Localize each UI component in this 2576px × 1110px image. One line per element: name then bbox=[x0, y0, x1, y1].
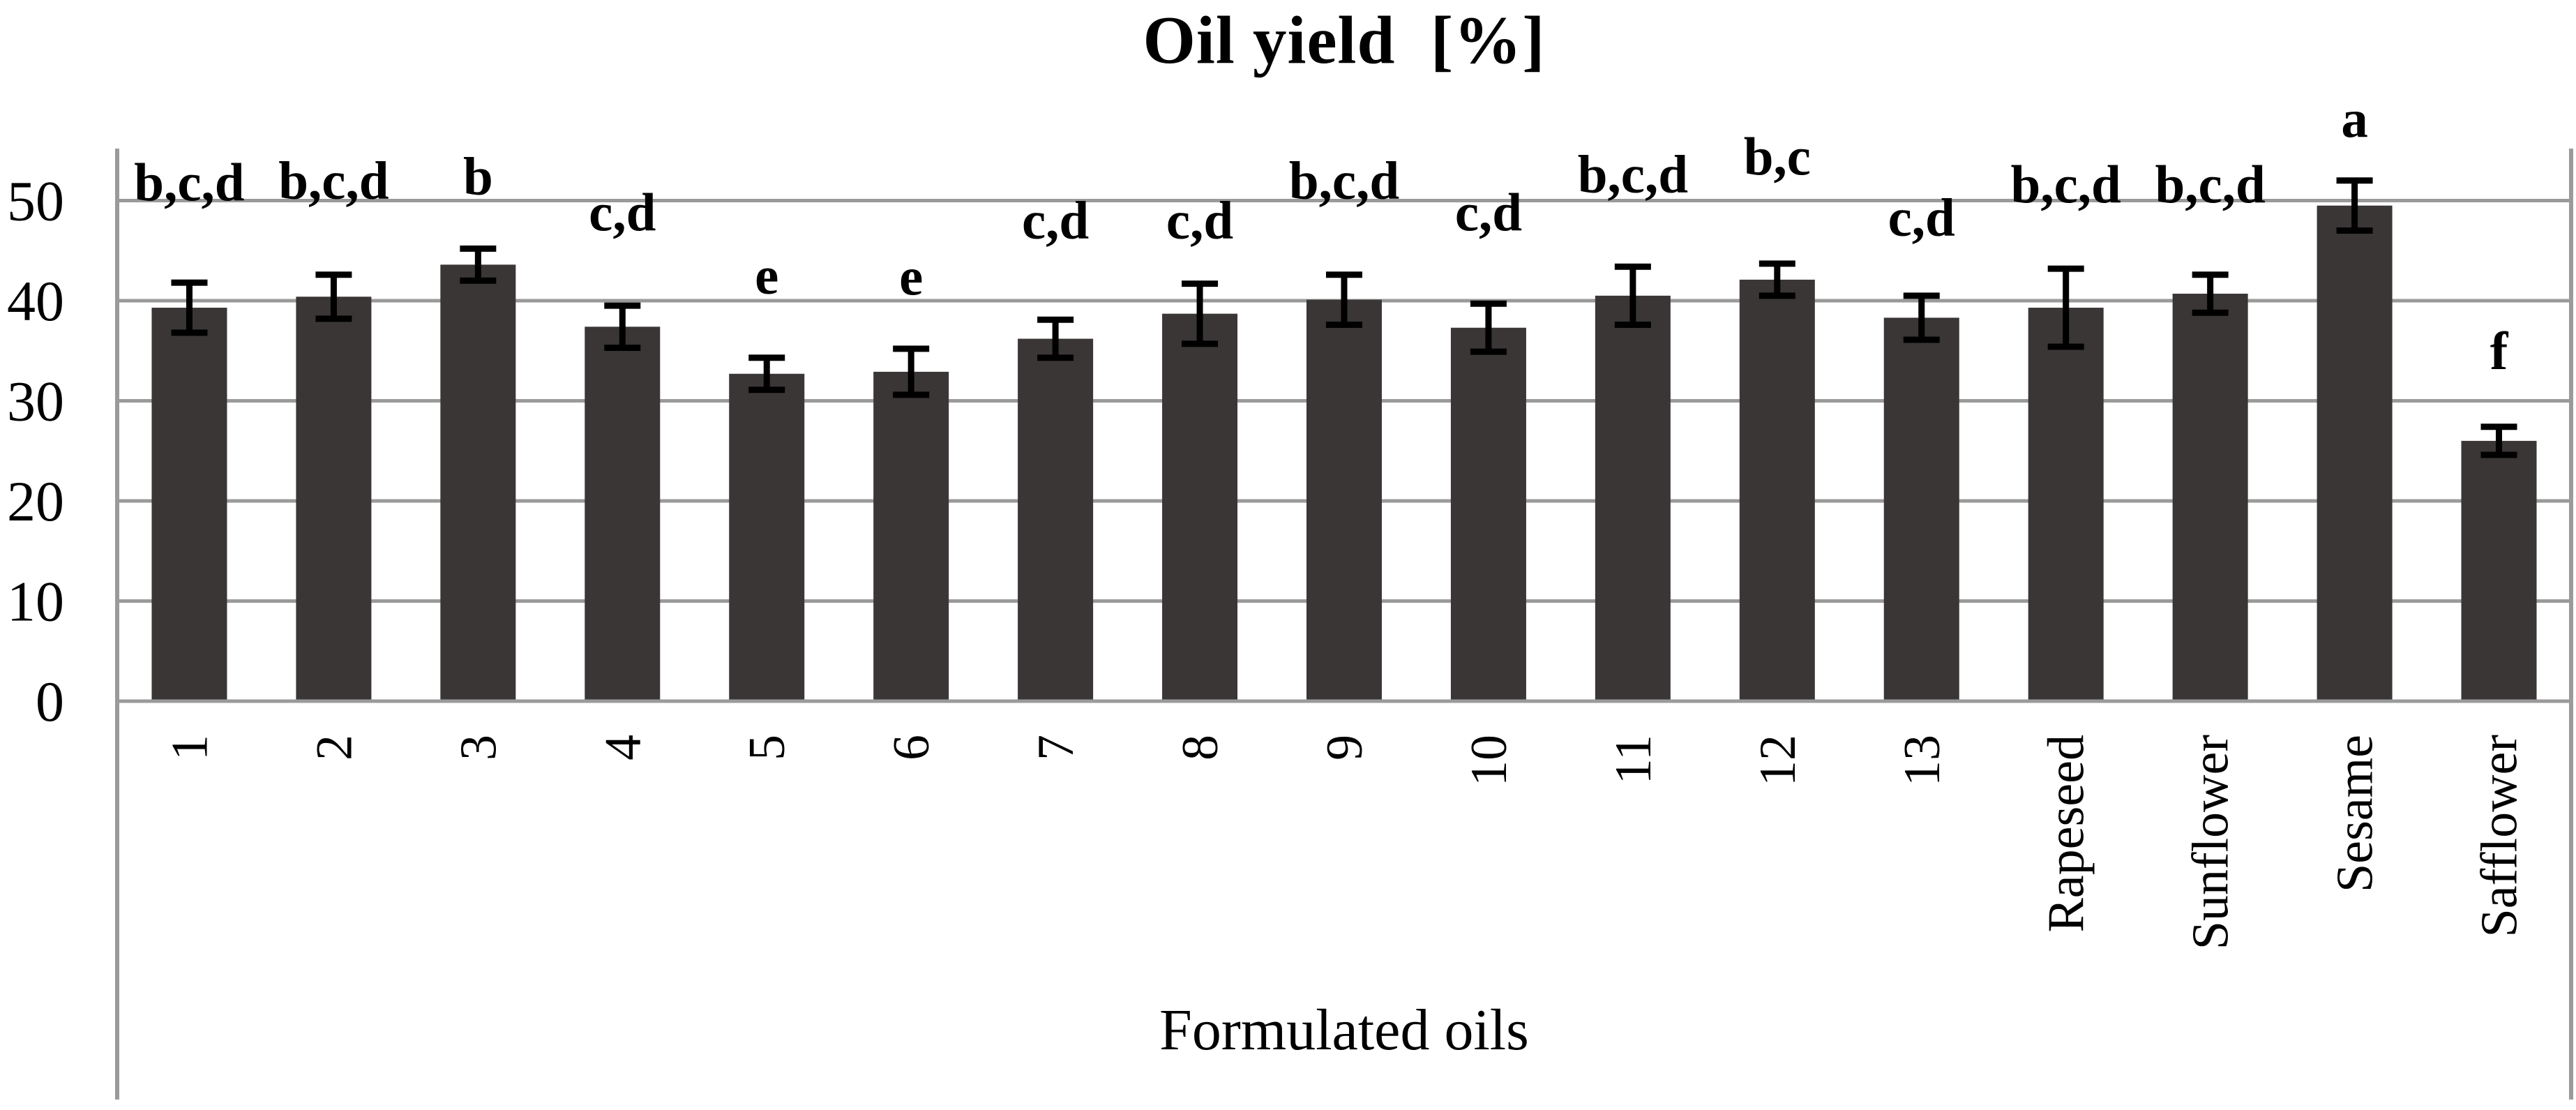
significance-label: c,d bbox=[1022, 190, 1089, 250]
significance-label: e bbox=[755, 246, 778, 306]
y-tick-label: 30 bbox=[7, 370, 64, 433]
significance-label: b,c,d bbox=[2011, 155, 2121, 215]
category-label: 4 bbox=[594, 735, 651, 760]
category-label: 10 bbox=[1461, 735, 1518, 786]
significance-label: b,c,d bbox=[2155, 155, 2265, 215]
bar bbox=[1595, 295, 1671, 701]
bar bbox=[2172, 293, 2248, 702]
bar bbox=[1018, 338, 1094, 701]
category-label: Sunflower bbox=[2183, 735, 2240, 950]
significance-label: b,c,d bbox=[278, 151, 389, 211]
bar bbox=[440, 264, 516, 702]
category-label: 12 bbox=[1749, 735, 1807, 786]
bar bbox=[151, 308, 227, 701]
significance-label: b,c,d bbox=[134, 153, 244, 213]
category-label: 7 bbox=[1027, 735, 1085, 760]
category-label: 8 bbox=[1172, 735, 1229, 760]
category-label: 5 bbox=[739, 735, 796, 760]
bar bbox=[1883, 317, 1959, 701]
x-axis-title: Formulated oils bbox=[1159, 998, 1529, 1063]
significance-label: b,c bbox=[1744, 126, 1811, 186]
bar bbox=[1162, 313, 1238, 701]
significance-label: c,d bbox=[1455, 183, 1522, 243]
significance-label: b bbox=[463, 147, 493, 207]
significance-label: c,d bbox=[1888, 188, 1955, 248]
bar bbox=[2461, 440, 2537, 701]
y-tick-label: 20 bbox=[7, 470, 64, 533]
bar bbox=[1739, 279, 1815, 701]
y-tick-label: 40 bbox=[7, 269, 64, 333]
bar bbox=[2028, 308, 2104, 701]
category-label: 13 bbox=[1894, 735, 1951, 786]
significance-label: b,c,d bbox=[1289, 151, 1399, 211]
category-label: 9 bbox=[1316, 735, 1373, 760]
significance-label: c,d bbox=[589, 183, 656, 243]
y-tick-label: 50 bbox=[7, 170, 64, 233]
bar bbox=[2317, 205, 2393, 701]
bar bbox=[873, 371, 949, 701]
significance-label: a bbox=[2341, 89, 2368, 149]
category-label: Safflower bbox=[2471, 735, 2529, 937]
bar bbox=[729, 373, 805, 701]
category-label: 11 bbox=[1605, 735, 1662, 784]
significance-label: f bbox=[2490, 321, 2509, 381]
bar bbox=[296, 297, 372, 701]
chart-title: Oil yield [%] bbox=[1143, 3, 1546, 77]
category-label: Rapeseed bbox=[2038, 735, 2095, 933]
category-label: 2 bbox=[306, 735, 363, 760]
category-label: 6 bbox=[883, 735, 940, 760]
y-tick-label: 0 bbox=[36, 670, 64, 733]
category-label: 3 bbox=[450, 735, 507, 760]
significance-label: e bbox=[899, 247, 923, 307]
significance-label: c,d bbox=[1166, 190, 1233, 250]
significance-label: b,c,d bbox=[1578, 144, 1688, 204]
category-label: 1 bbox=[161, 735, 218, 760]
bar bbox=[585, 327, 661, 701]
bar bbox=[1450, 327, 1526, 701]
y-tick-label: 10 bbox=[7, 570, 64, 633]
bar bbox=[1306, 299, 1382, 701]
category-label: Sesame bbox=[2327, 735, 2384, 892]
